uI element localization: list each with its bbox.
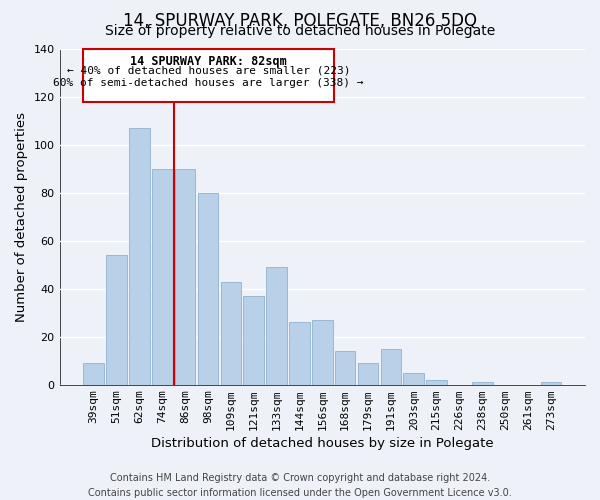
Bar (266, 267, 287, 384)
Bar (335, 351, 355, 384)
Y-axis label: Number of detached properties: Number of detached properties (15, 112, 28, 322)
Text: Contains HM Land Registry data © Crown copyright and database right 2024.
Contai: Contains HM Land Registry data © Crown c… (88, 472, 512, 498)
Bar (541, 382, 561, 384)
Bar (175, 169, 196, 384)
Text: Size of property relative to detached houses in Polegate: Size of property relative to detached ho… (105, 24, 495, 38)
Bar (129, 128, 150, 384)
Bar (403, 372, 424, 384)
Text: 60% of semi-detached houses are larger (338) →: 60% of semi-detached houses are larger (… (53, 78, 364, 88)
Bar (152, 169, 173, 384)
Bar (83, 49, 334, 102)
Text: ← 40% of detached houses are smaller (223): ← 40% of detached houses are smaller (22… (67, 66, 350, 76)
Bar (83, 363, 104, 384)
Bar (312, 320, 332, 384)
Bar (244, 296, 264, 384)
Bar (380, 348, 401, 384)
Bar (221, 282, 241, 385)
Bar (106, 255, 127, 384)
Bar (426, 380, 447, 384)
X-axis label: Distribution of detached houses by size in Polegate: Distribution of detached houses by size … (151, 437, 494, 450)
Text: 14, SPURWAY PARK, POLEGATE, BN26 5DQ: 14, SPURWAY PARK, POLEGATE, BN26 5DQ (123, 12, 477, 30)
Bar (198, 193, 218, 384)
Bar (289, 322, 310, 384)
Bar (472, 382, 493, 384)
Bar (358, 363, 378, 384)
Text: 14 SPURWAY PARK: 82sqm: 14 SPURWAY PARK: 82sqm (130, 55, 287, 68)
